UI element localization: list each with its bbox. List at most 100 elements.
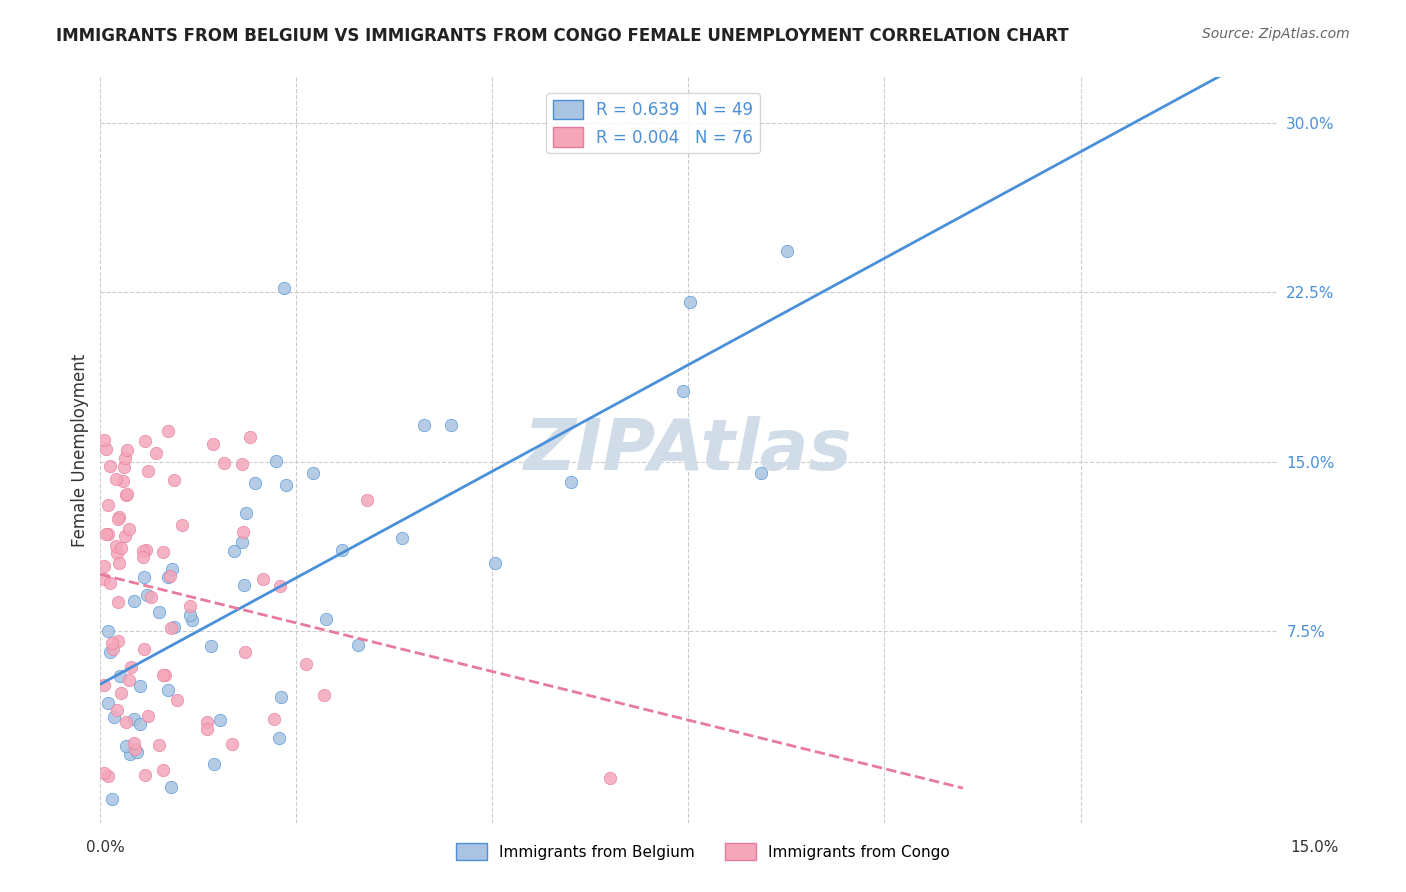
Point [179, 599, 201, 613]
Point [315, 612, 337, 626]
Point [105, 539, 128, 553]
Point [110, 541, 132, 555]
Legend: R = 0.639   N = 49, R = 0.004   N = 76: R = 0.639 N = 49, R = 0.004 N = 76 [547, 94, 761, 153]
Text: 0.0%: 0.0% [86, 840, 125, 855]
Point [118, 673, 141, 687]
Point [233, 578, 256, 592]
Point [98, 576, 121, 591]
Point [132, 570, 155, 584]
Point [129, 716, 152, 731]
Point [115, 714, 138, 729]
Point [93, 433, 115, 447]
Point [131, 550, 153, 565]
Point [155, 668, 177, 682]
Point [96, 527, 118, 541]
Point [157, 570, 180, 584]
Point [273, 281, 295, 295]
Point [148, 605, 170, 619]
Point [118, 522, 141, 536]
Point [148, 739, 170, 753]
Point [270, 690, 292, 704]
Point [152, 545, 174, 559]
Text: Source: ZipAtlas.com: Source: ZipAtlas.com [1202, 27, 1350, 41]
Point [159, 569, 181, 583]
Point [162, 619, 184, 633]
Point [156, 682, 179, 697]
Point [224, 544, 246, 558]
Point [108, 556, 131, 570]
Point [98, 458, 121, 473]
Point [107, 509, 129, 524]
Point [134, 642, 156, 657]
Point [114, 450, 136, 465]
Point [93, 572, 115, 586]
Point [93, 678, 115, 692]
Point [136, 588, 159, 602]
Point [135, 542, 157, 557]
Point [347, 638, 370, 652]
Point [97, 527, 120, 541]
Point [245, 476, 267, 491]
Point [195, 714, 218, 729]
Point [232, 525, 254, 540]
Point [105, 472, 128, 486]
Point [221, 737, 243, 751]
Point [114, 529, 136, 543]
Point [120, 660, 142, 674]
Point [134, 768, 156, 782]
Point [157, 425, 180, 439]
Point [101, 791, 124, 805]
Point [413, 418, 436, 433]
Point [117, 487, 139, 501]
Point [208, 713, 231, 727]
Point [115, 488, 138, 502]
Point [202, 437, 225, 451]
Point [295, 657, 318, 672]
Point [115, 739, 138, 753]
Point [302, 466, 325, 480]
Point [252, 572, 274, 586]
Point [231, 457, 253, 471]
Point [112, 460, 135, 475]
Point [136, 464, 159, 478]
Point [356, 492, 378, 507]
Point [160, 621, 183, 635]
Point [160, 780, 183, 795]
Point [97, 624, 120, 639]
Point [179, 607, 201, 622]
Point [160, 562, 183, 576]
Point [484, 556, 506, 570]
Point [111, 474, 134, 488]
Point [101, 636, 124, 650]
Point [330, 543, 353, 558]
Point [266, 454, 288, 468]
Point [560, 475, 582, 490]
Point [97, 696, 120, 710]
Point [132, 543, 155, 558]
Point [170, 518, 193, 533]
Point [97, 770, 120, 784]
Point [202, 757, 225, 772]
Point [391, 531, 413, 545]
Point [152, 763, 174, 777]
Point [274, 478, 297, 492]
Point [263, 712, 285, 726]
Point [122, 593, 145, 607]
Y-axis label: Female Unemployment: Female Unemployment [72, 354, 89, 547]
Point [122, 712, 145, 726]
Legend: Immigrants from Belgium, Immigrants from Congo: Immigrants from Belgium, Immigrants from… [450, 837, 956, 866]
Point [98, 645, 121, 659]
Point [141, 590, 163, 604]
Point [195, 722, 218, 736]
Point [107, 595, 129, 609]
Point [107, 633, 129, 648]
Point [231, 535, 253, 549]
Point [166, 692, 188, 706]
Point [138, 709, 160, 723]
Point [124, 741, 146, 756]
Point [110, 668, 132, 682]
Point [97, 498, 120, 512]
Point [105, 546, 128, 560]
Point [107, 511, 129, 525]
Point [749, 467, 772, 481]
